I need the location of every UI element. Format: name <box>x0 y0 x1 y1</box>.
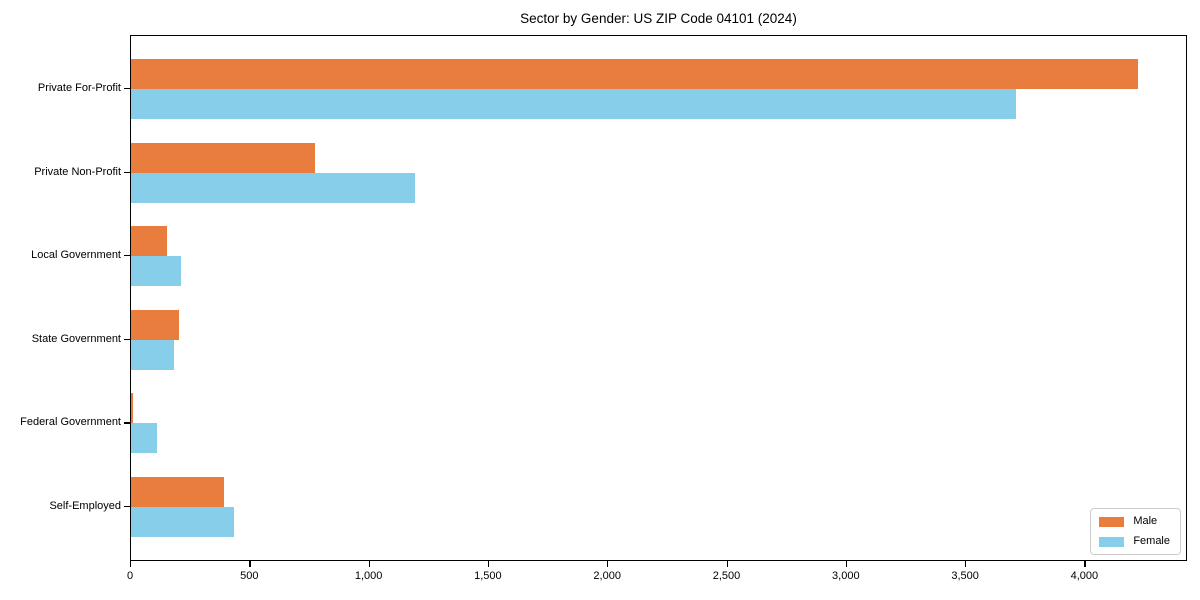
bar-female-state-government <box>131 339 174 370</box>
x-tick-label: 3,000 <box>832 570 860 582</box>
plot-area: Male Female <box>130 35 1187 561</box>
x-tick-label: 3,500 <box>951 570 979 582</box>
category-label-private-for-profit: Private For-Profit <box>37 82 121 94</box>
x-tick <box>249 561 251 567</box>
y-tick <box>124 422 130 424</box>
y-tick <box>124 338 130 341</box>
x-tick <box>368 561 370 567</box>
legend-swatch-female <box>1099 536 1125 547</box>
bar-male-federal-government <box>131 393 134 424</box>
x-tick <box>130 561 132 567</box>
legend-label-female: Female <box>1133 535 1170 547</box>
chart-title: Sector by Gender: US ZIP Code 04101 (202… <box>520 11 797 26</box>
y-tick <box>124 506 130 508</box>
x-tick <box>965 561 967 567</box>
bar-female-private-for-profit <box>131 89 1017 119</box>
x-tick-label: 2,000 <box>593 570 621 582</box>
bar-female-local-government <box>131 256 182 287</box>
x-tick <box>726 561 728 567</box>
x-tick <box>845 561 848 567</box>
legend-label-male: Male <box>1133 515 1158 527</box>
y-tick <box>124 171 130 173</box>
bar-female-federal-government <box>131 423 158 454</box>
y-tick <box>124 255 130 257</box>
legend-entry-male: Male <box>1099 515 1170 528</box>
legend-swatch-male <box>1099 516 1125 527</box>
y-tick <box>124 88 130 90</box>
bar-male-local-government <box>131 226 167 257</box>
x-tick-label: 500 <box>240 570 259 582</box>
bar-male-self-employed <box>131 477 225 507</box>
category-label-federal-government: Federal Government <box>20 416 121 429</box>
x-tick-label: 0 <box>126 570 134 582</box>
legend: Male Female <box>1090 508 1181 555</box>
x-tick-label: 4,000 <box>1070 570 1099 582</box>
x-tick <box>487 561 490 567</box>
x-tick <box>1084 561 1086 567</box>
category-label-state-government: State Government <box>31 332 121 345</box>
category-label-self-employed: Self-Employed <box>49 500 121 512</box>
x-tick <box>607 561 609 567</box>
bar-male-state-government <box>131 309 179 340</box>
x-tick-label: 1,000 <box>354 570 383 582</box>
bar-male-private-for-profit <box>131 59 1138 89</box>
category-label-private-non-profit: Private Non-Profit <box>34 165 121 178</box>
category-label-local-government: Local Government <box>31 249 121 262</box>
x-tick-label: 1,500 <box>474 570 502 582</box>
bar-female-self-employed <box>131 507 234 537</box>
legend-entry-female: Female <box>1099 535 1170 548</box>
x-tick-label: 2,500 <box>712 570 741 582</box>
bar-female-private-non-profit <box>131 172 415 203</box>
bar-male-private-non-profit <box>131 142 315 173</box>
